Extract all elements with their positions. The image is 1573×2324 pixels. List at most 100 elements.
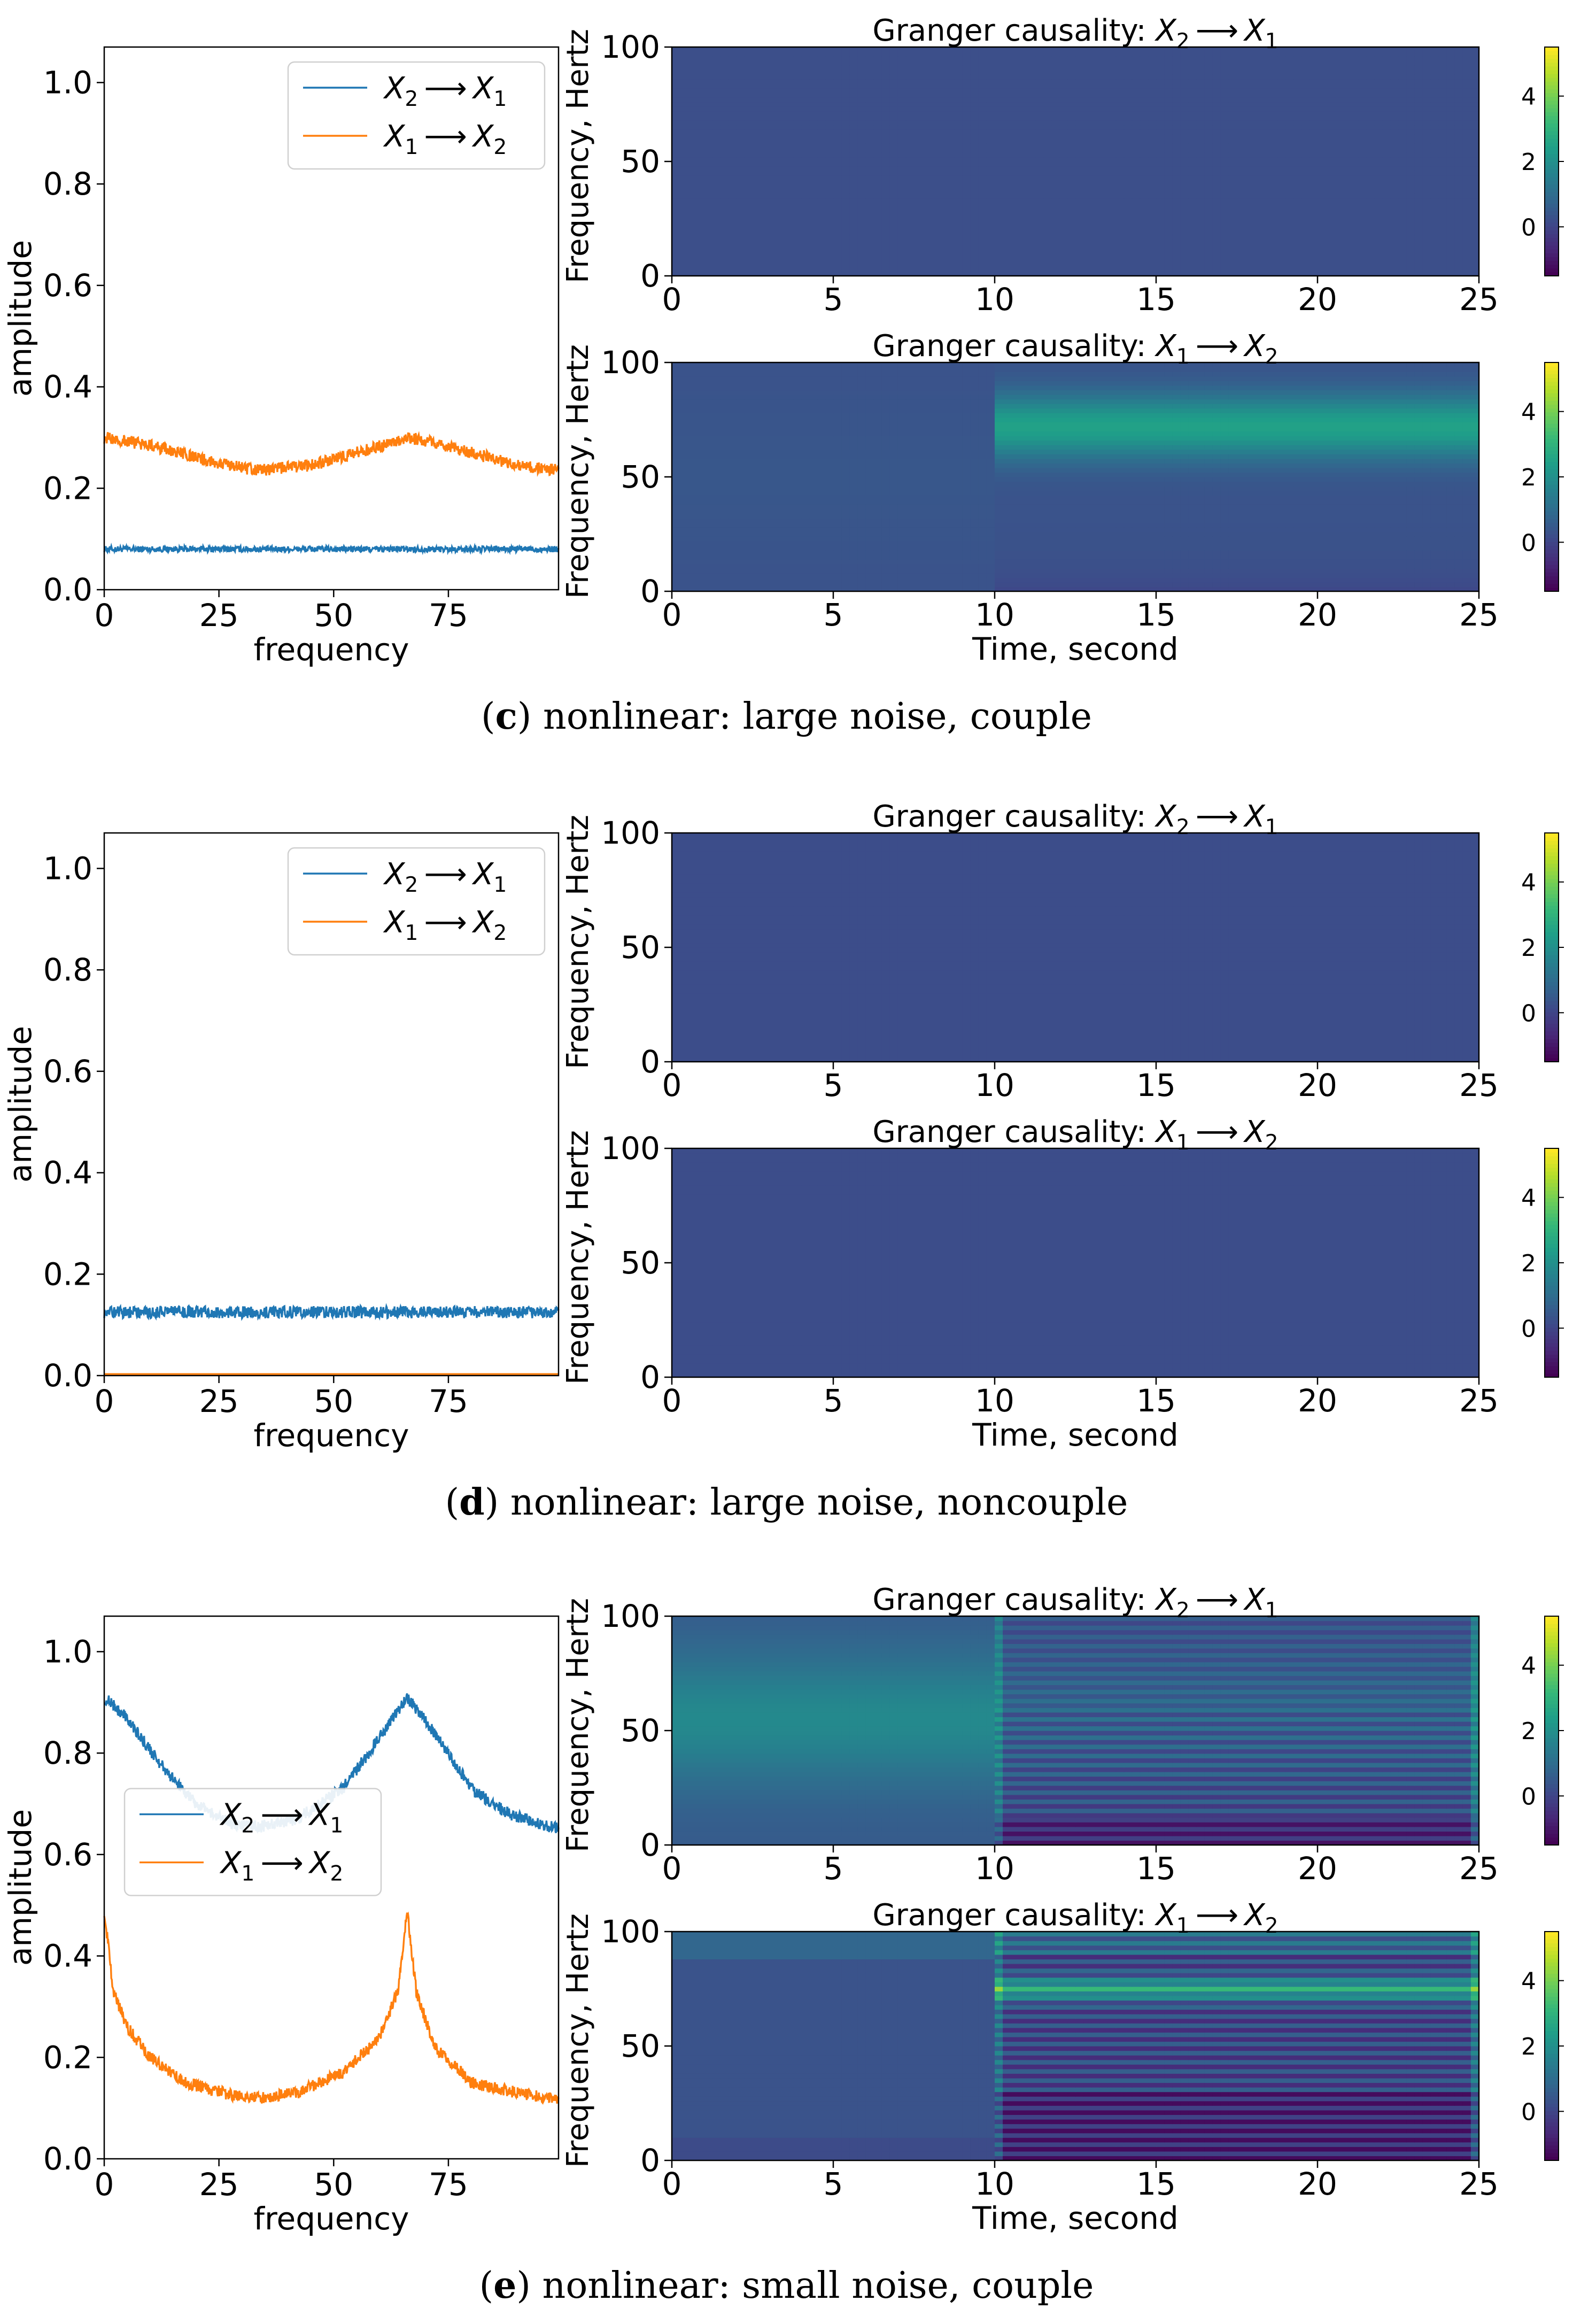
heatmap-cell	[1091, 230, 1100, 235]
heatmap-cell	[1043, 253, 1052, 258]
heatmap-cell	[922, 221, 931, 226]
heatmap-cell	[1051, 217, 1060, 221]
heatmap-cell	[1140, 262, 1149, 267]
y-tick-label: 0.8	[43, 1735, 92, 1771]
heatmap-cell	[955, 258, 963, 262]
heatmap-cell	[1366, 249, 1375, 253]
heatmap-cell	[955, 226, 963, 230]
heatmap-cell	[1253, 253, 1261, 258]
heatmap-cell	[1237, 262, 1245, 267]
heatmap-cell	[1237, 226, 1245, 230]
heatmap-cell	[1261, 244, 1269, 249]
heatmap-cell	[777, 262, 785, 267]
heatmap-cell	[1350, 258, 1358, 262]
heatmap-cell	[1107, 262, 1116, 267]
heatmap-cell	[922, 235, 931, 240]
heatmap-cell	[874, 240, 882, 244]
heatmap-cell	[979, 262, 987, 267]
heatmap-cell	[874, 230, 882, 235]
heatmap-cell	[1318, 258, 1326, 262]
heatmap-cell	[1124, 262, 1133, 267]
heatmap-cell	[1229, 267, 1237, 272]
heatmap-cell	[712, 226, 721, 230]
heatmap-cell	[1156, 262, 1165, 267]
heatmap-cell	[1229, 253, 1237, 258]
heatmap-cell	[1164, 226, 1173, 230]
heatmap-cell	[809, 230, 818, 235]
heatmap-cell	[1043, 240, 1052, 244]
heatmap-cell	[1188, 230, 1197, 235]
heatmap-cell	[1140, 244, 1149, 249]
heatmap-cell	[1083, 230, 1092, 235]
heatmap-cell	[1107, 235, 1116, 240]
heatmap-cell	[1156, 244, 1165, 249]
heatmap-cell	[1390, 221, 1399, 226]
heatmap-cell	[1471, 253, 1479, 258]
heatmap-cell	[995, 244, 1003, 249]
heatmap-cell	[1414, 235, 1423, 240]
heatmap-cell	[1277, 258, 1286, 262]
heatmap-cell	[890, 230, 898, 235]
heatmap-cell	[1124, 226, 1133, 230]
heatmap-cell	[874, 249, 882, 253]
heatmap-cell	[785, 240, 793, 244]
heatmap-cell	[987, 240, 995, 244]
heatmap-cell	[1059, 235, 1068, 240]
heatmap-cell	[849, 249, 858, 253]
heatmap-cell	[753, 258, 761, 262]
heatmap-cell	[882, 267, 890, 272]
heatmap-cell	[882, 217, 890, 221]
heatmap-cell	[1172, 230, 1181, 235]
heatmap-cell	[865, 226, 874, 230]
heatmap-cell	[737, 262, 745, 267]
heatmap-cell	[761, 258, 769, 262]
heatmap-cell	[817, 226, 826, 230]
heatmap-cell	[688, 221, 696, 226]
heatmap-cell	[1156, 253, 1165, 258]
heatmap-cell	[1422, 230, 1431, 235]
heatmap-cell	[995, 262, 1003, 267]
heatmap-cell	[1342, 244, 1350, 249]
heatmap-cell	[857, 267, 866, 272]
heatmap-cell	[1366, 235, 1375, 240]
heatmap-cell	[938, 217, 947, 221]
heatmap-cell	[825, 221, 834, 226]
heatmap-cell	[817, 217, 826, 221]
y-tick-label: 0.6	[43, 267, 92, 304]
heatmap-cell	[890, 258, 898, 262]
heatmap-cell	[1447, 267, 1455, 272]
heatmap-cell	[979, 249, 987, 253]
heatmap-cell	[1269, 258, 1277, 262]
heatmap-cell	[1414, 253, 1423, 258]
heatmap-cell	[1358, 226, 1367, 230]
heatmap-cell	[1099, 262, 1108, 267]
heatmap-cell	[1439, 249, 1447, 253]
heatmap-cell	[1406, 249, 1415, 253]
heatmap-cell	[1205, 221, 1213, 226]
legend-label-0: X2 ⟶ X1	[383, 857, 507, 897]
heatmap-cell	[729, 244, 737, 249]
heatmap-cell	[874, 253, 882, 258]
heatmap-cell	[1374, 253, 1383, 258]
heatmap-cell	[1277, 240, 1286, 244]
heatmap-cell	[906, 230, 915, 235]
heatmap-cell	[1414, 258, 1423, 262]
heatmap-cell	[1245, 244, 1253, 249]
heatmap-cell	[1075, 262, 1084, 267]
heatmap-cell	[857, 230, 866, 235]
heatmap-cell	[1019, 267, 1027, 272]
heatmap-cell	[955, 267, 963, 272]
heatmap-cell	[1035, 226, 1044, 230]
heatmap-cell	[1188, 226, 1197, 230]
heatmap-cell	[753, 267, 761, 272]
heatmap-cell	[849, 258, 858, 262]
heatmap-cell	[712, 221, 721, 226]
heatmap-cell	[963, 226, 971, 230]
heatmap-cell	[1398, 226, 1407, 230]
heatmap-cell	[1003, 217, 1011, 221]
heatmap-cell	[696, 253, 704, 258]
heatmap-cell	[1447, 258, 1455, 262]
heatmap-cell	[906, 217, 915, 221]
heatmap-cell	[785, 217, 793, 221]
heatmap-cell	[745, 253, 753, 258]
